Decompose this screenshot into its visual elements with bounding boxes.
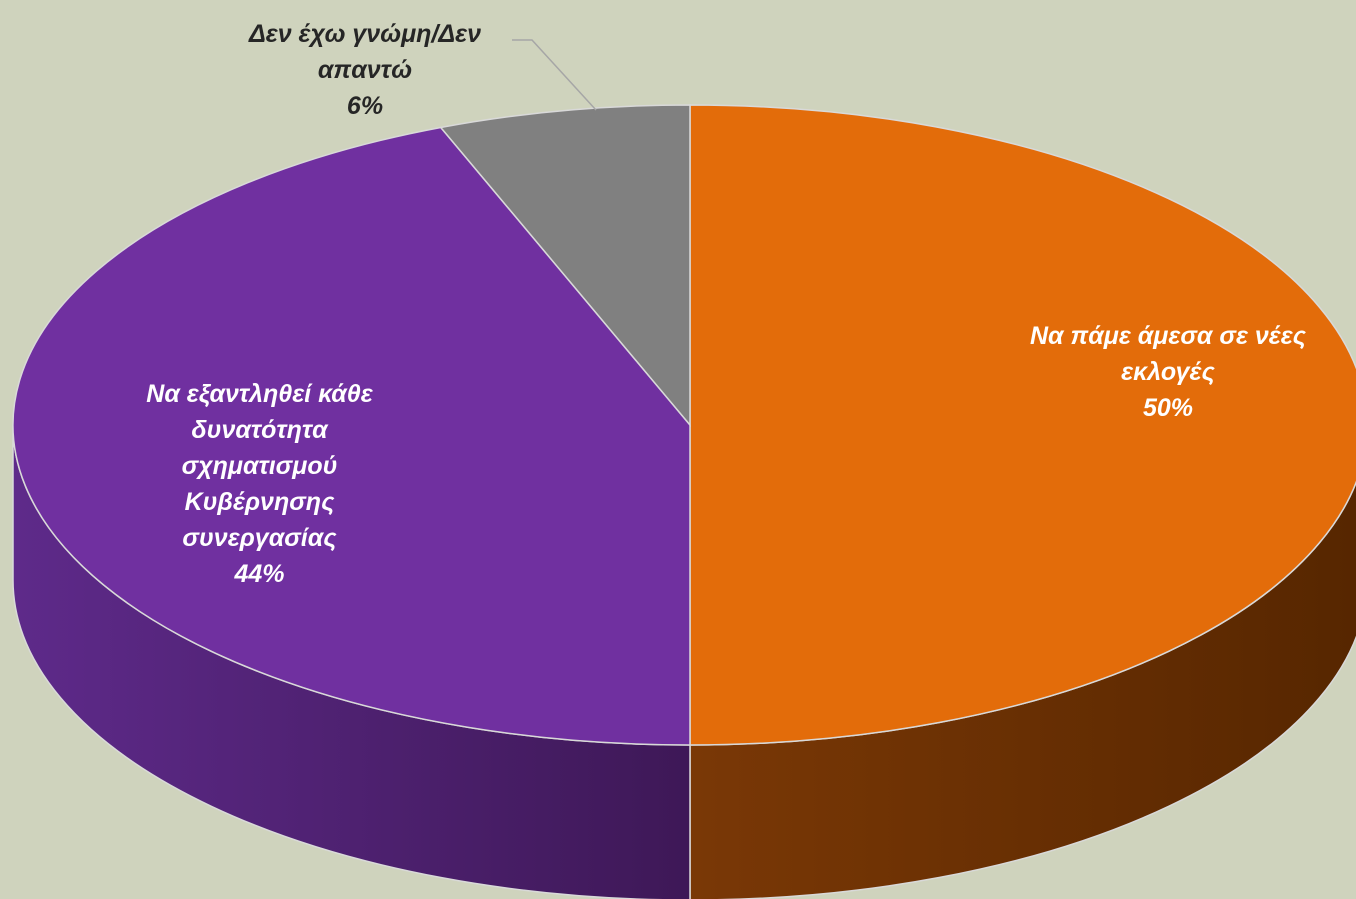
leader-line	[512, 39, 597, 111]
data-label: Να εξαντληθεί κάθε δυνατότητα σχηματισμο…	[112, 376, 407, 592]
slice	[689, 104, 1356, 746]
data-label: Δεν έχω γνώμη/Δεν απαντώ 6%	[200, 16, 530, 124]
value-label: 50%	[1142, 394, 1194, 422]
category-label: Να πάμε άμεσα σε νέες εκλογές	[1029, 322, 1306, 386]
category-label: Δεν έχω γνώμη/Δεν απαντώ	[248, 20, 482, 84]
value-label: 6%	[346, 92, 384, 120]
slice	[12, 126, 691, 746]
category-label: Να εξαντληθεί κάθε δυνατότητα σχηματισμο…	[146, 380, 373, 552]
slice	[439, 104, 691, 428]
value-label: 44%	[234, 560, 285, 588]
data-label: Να πάμε άμεσα σε νέες εκλογές 50%	[1018, 318, 1318, 426]
